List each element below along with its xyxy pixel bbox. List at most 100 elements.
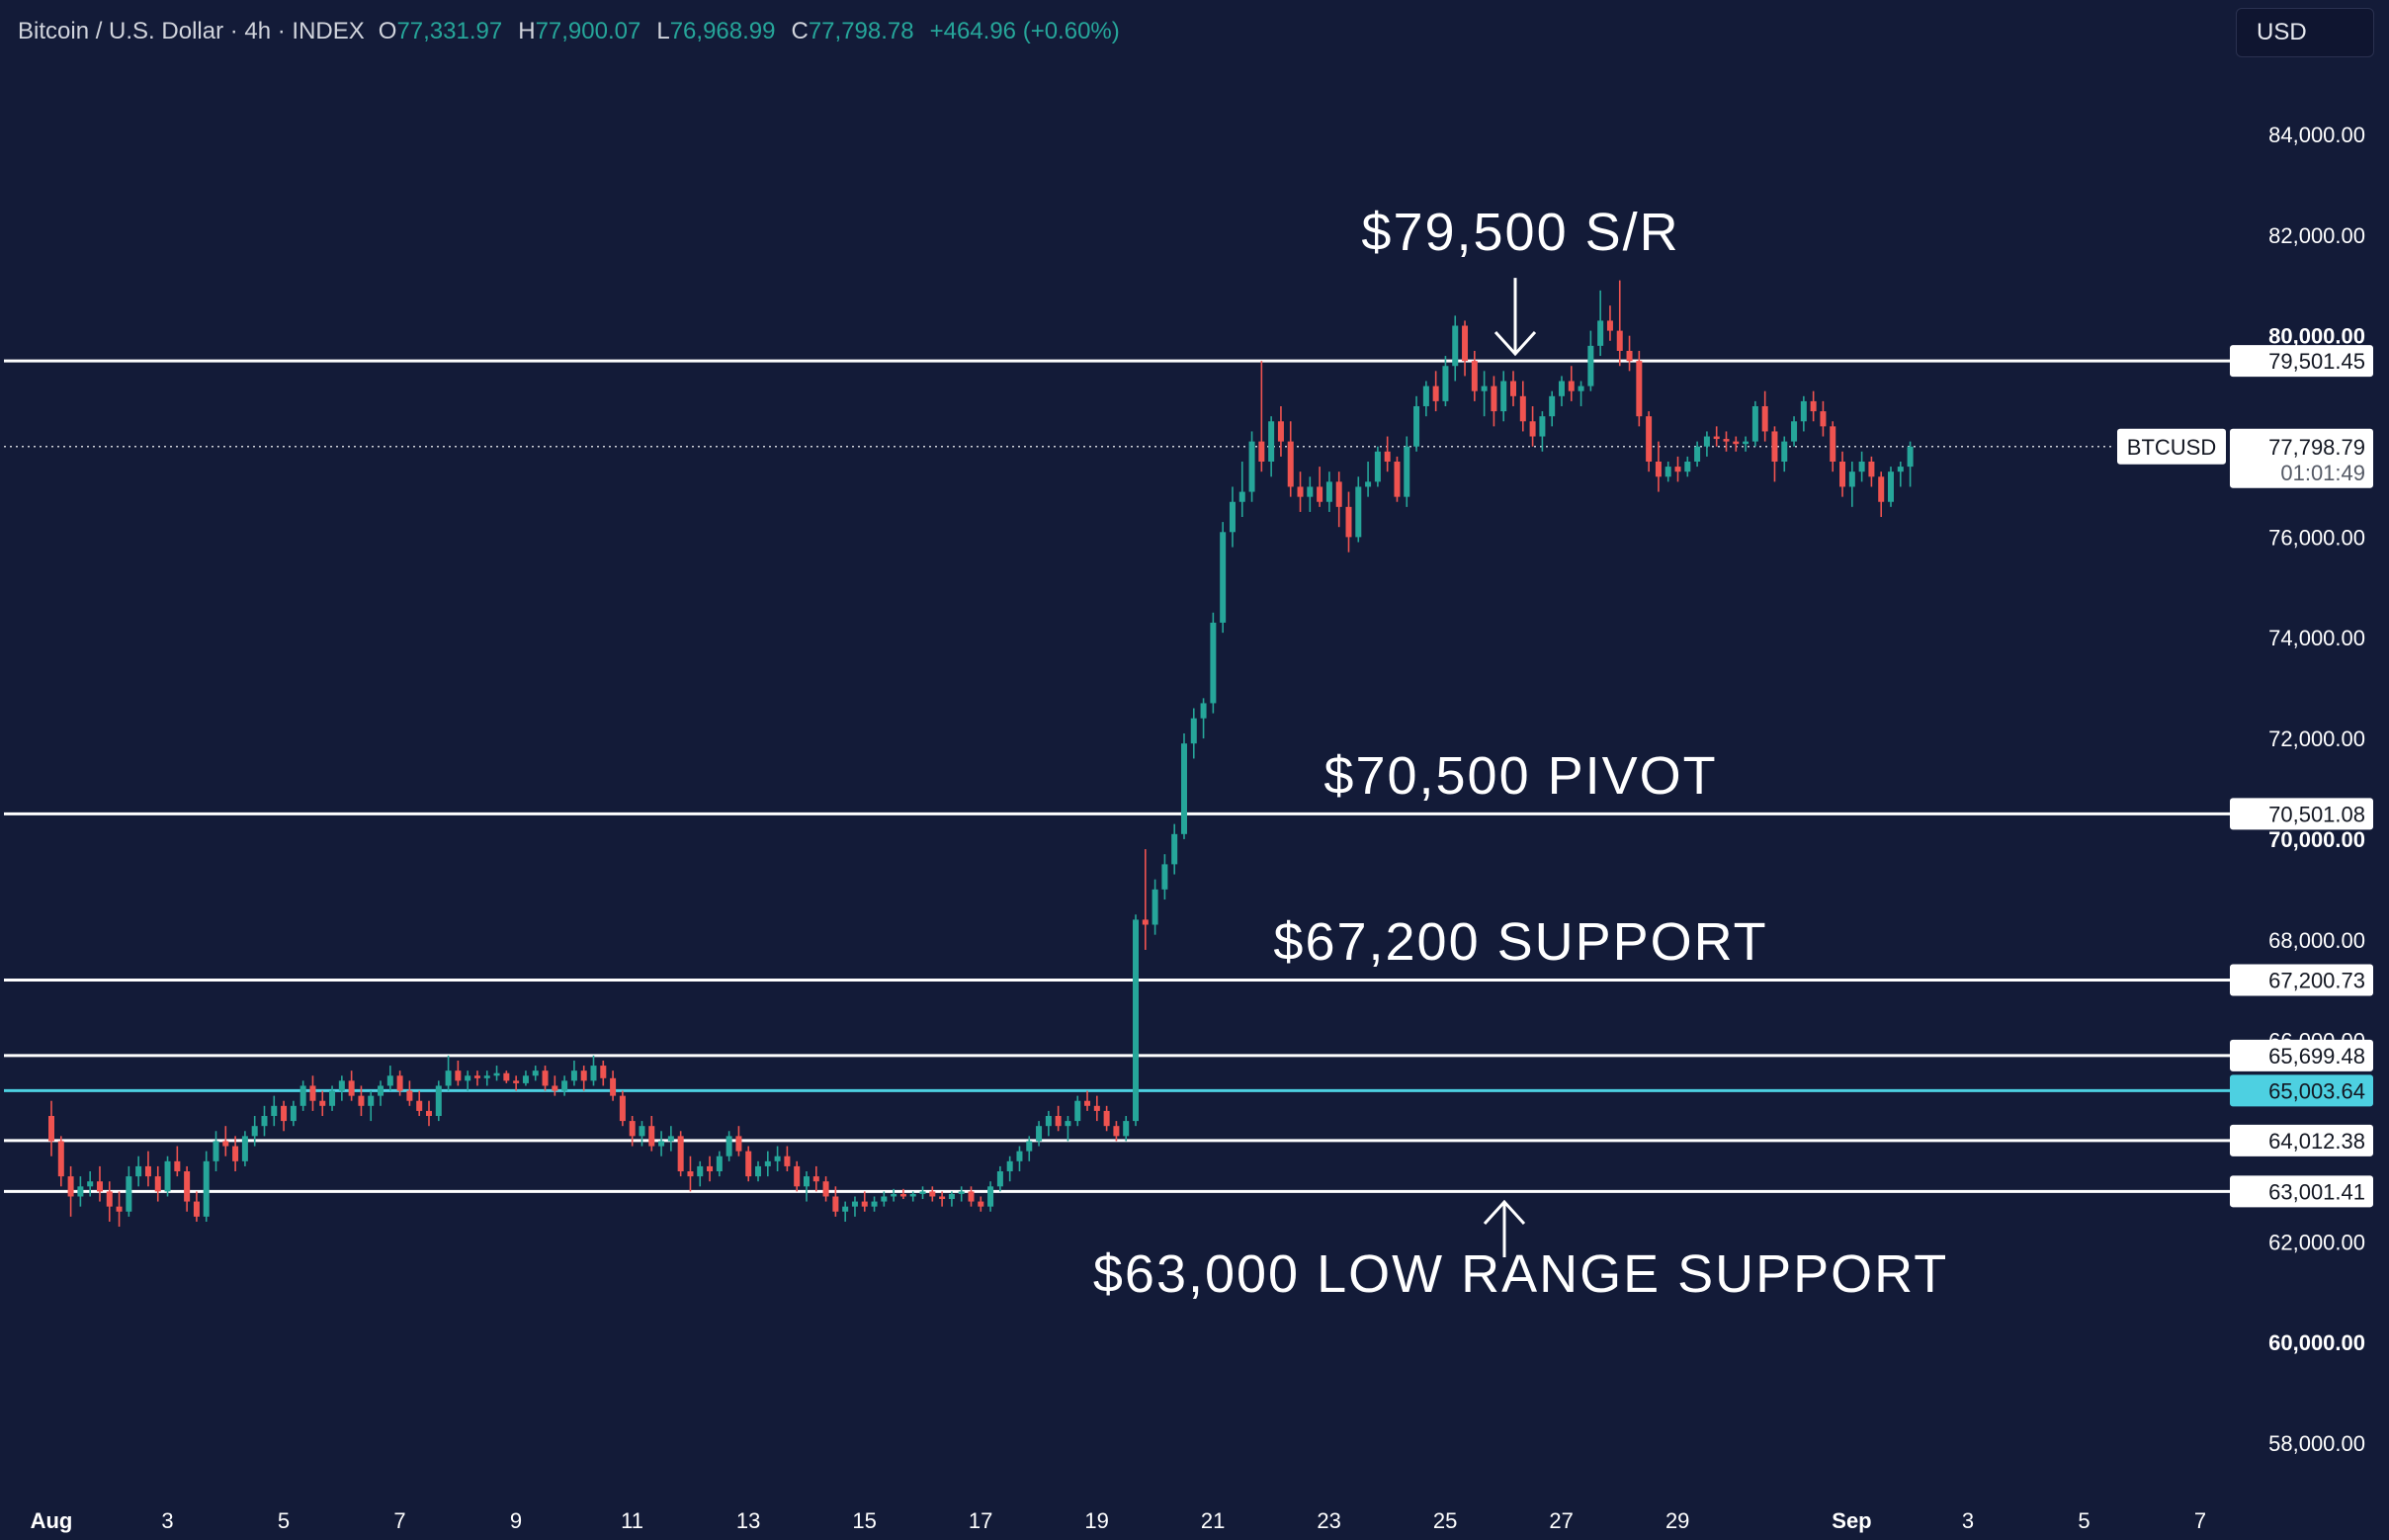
- candle-body: [1743, 441, 1749, 445]
- level-price-label[interactable]: 64,012.38: [2230, 1124, 2373, 1156]
- candle-body: [1258, 441, 1265, 462]
- level-price-label[interactable]: 70,501.08: [2230, 798, 2373, 830]
- candle: [116, 1191, 123, 1228]
- candle-body: [570, 1070, 577, 1081]
- level-price-label[interactable]: 65,699.48: [2230, 1039, 2373, 1071]
- candle: [358, 1085, 365, 1116]
- candle-body: [794, 1165, 801, 1187]
- candle-body: [1655, 462, 1662, 477]
- candle: [1200, 698, 1207, 739]
- candle-body: [1791, 421, 1798, 442]
- candle-body: [619, 1095, 626, 1122]
- candle-body: [57, 1141, 64, 1177]
- candle-body: [493, 1072, 500, 1076]
- open-value: 77,331.97: [396, 18, 503, 44]
- candle: [1277, 405, 1284, 457]
- level-price-label[interactable]: 67,200.73: [2230, 964, 2373, 996]
- candle: [1549, 390, 1556, 427]
- candle-body: [1733, 441, 1740, 445]
- candle-body: [329, 1090, 336, 1106]
- candle-body: [552, 1085, 558, 1091]
- candle: [784, 1146, 791, 1172]
- candle: [707, 1155, 714, 1182]
- candle: [725, 1131, 732, 1161]
- candle-body: [1694, 446, 1701, 462]
- candle: [697, 1160, 704, 1187]
- candle-body: [1529, 421, 1536, 437]
- candle: [764, 1151, 771, 1177]
- candle: [939, 1191, 946, 1207]
- candle-body: [1606, 320, 1613, 331]
- candle-body: [899, 1193, 906, 1197]
- candle-body: [1238, 491, 1245, 502]
- price-labels-layer: 79,501.45 70,501.08 67,200.73 65,699.48 65,0…: [2117, 345, 2373, 1208]
- candle: [687, 1155, 694, 1192]
- candle-body: [725, 1136, 732, 1156]
- candle-body: [1907, 446, 1914, 468]
- candle-body: [697, 1165, 704, 1177]
- candle: [1491, 376, 1497, 427]
- candle: [1074, 1095, 1081, 1127]
- candle: [1355, 476, 1362, 543]
- candle-body: [1626, 350, 1633, 362]
- candle: [348, 1070, 355, 1101]
- candle-body: [1345, 506, 1352, 538]
- x-tick-label: 23: [1317, 1508, 1340, 1533]
- candle: [1519, 381, 1526, 432]
- level-label-box: [2230, 1175, 2373, 1208]
- candles-layer: [48, 280, 1914, 1228]
- candle-body: [1578, 385, 1584, 391]
- candle: [184, 1165, 191, 1212]
- candle-body: [241, 1136, 248, 1161]
- candle: [1229, 486, 1236, 548]
- candle: [1597, 290, 1604, 357]
- ohlc-legend: Bitcoin / U.S. Dollar · 4h · INDEX O 77,…: [18, 18, 1136, 45]
- candle: [465, 1070, 471, 1091]
- level-price-label[interactable]: 63,001.41: [2230, 1175, 2373, 1208]
- x-tick-label: 29: [1665, 1508, 1689, 1533]
- candle: [1781, 436, 1788, 472]
- candle-body: [154, 1176, 161, 1192]
- symbol-title[interactable]: Bitcoin / U.S. Dollar · 4h · INDEX: [18, 18, 365, 44]
- x-tick-label: 3: [1962, 1508, 1974, 1533]
- y-tick-label: 84,000.00: [2268, 123, 2365, 147]
- level-price-label[interactable]: 79,501.45: [2230, 345, 2373, 378]
- candle: [522, 1070, 529, 1086]
- candle-body: [542, 1070, 549, 1086]
- candle: [1133, 914, 1140, 1127]
- candle-body: [958, 1191, 965, 1194]
- candle: [871, 1196, 878, 1212]
- candle-body: [996, 1171, 1003, 1187]
- x-tick-label: 27: [1549, 1508, 1573, 1533]
- candle-body: [281, 1105, 288, 1122]
- level-price-label[interactable]: 65,003.64: [2230, 1074, 2373, 1107]
- candle-body: [1277, 421, 1284, 442]
- candle-body: [1471, 361, 1478, 391]
- candle: [1422, 381, 1429, 417]
- candle-body: [629, 1121, 636, 1137]
- candle: [1394, 456, 1401, 502]
- candle: [842, 1201, 849, 1222]
- candle-body: [1200, 703, 1207, 719]
- candle-body: [1868, 462, 1875, 477]
- candle-body: [386, 1075, 393, 1086]
- price-axis: 84,000.00 82,000.00 80,000.00 76,000.00 74,0…: [2268, 123, 2365, 1456]
- candle-body: [1084, 1100, 1091, 1106]
- candle: [919, 1186, 926, 1200]
- candle-body: [319, 1100, 326, 1106]
- candle-body: [348, 1080, 355, 1096]
- candle-body: [1036, 1126, 1043, 1142]
- candle: [561, 1075, 568, 1096]
- candle-body: [580, 1070, 587, 1081]
- candle: [396, 1070, 403, 1096]
- level-lines-layer: [4, 359, 2236, 1193]
- currency-button[interactable]: USD: [2236, 8, 2374, 57]
- candle-body: [610, 1077, 617, 1096]
- candle: [513, 1075, 520, 1091]
- candle-body: [968, 1191, 975, 1202]
- candle-body: [184, 1171, 191, 1202]
- candle: [174, 1146, 181, 1177]
- candle: [309, 1075, 316, 1111]
